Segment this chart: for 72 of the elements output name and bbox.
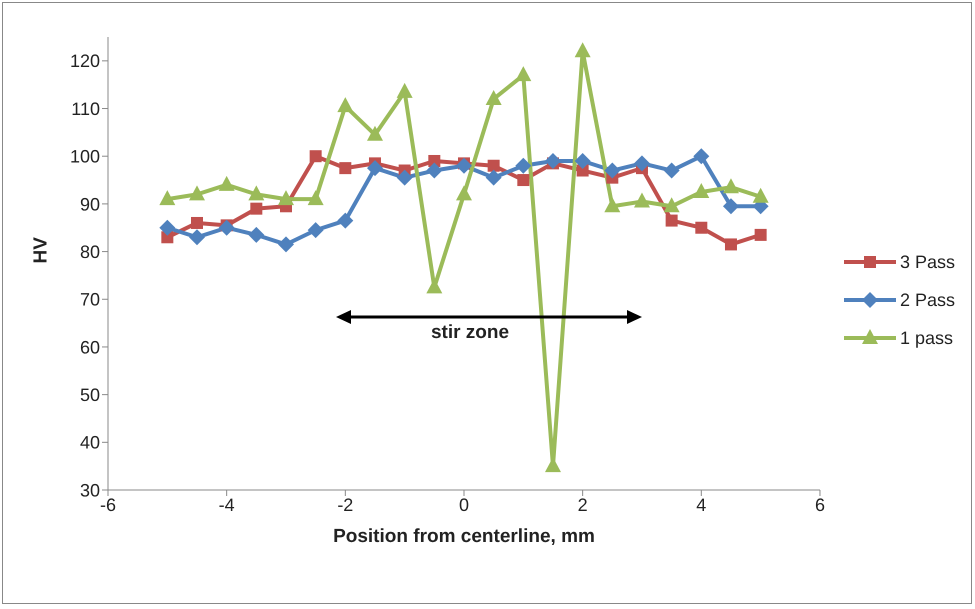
point [339,162,352,174]
point [250,202,262,215]
y-tick-label: 120 [70,51,100,72]
legend-label: 3 Pass [900,252,955,272]
point [337,97,354,112]
y-tick-label: 100 [70,146,100,167]
point [310,150,322,162]
y-tick-label: 40 [80,432,100,453]
y-axis-title: HV [30,236,52,264]
point [248,226,264,243]
legend-label: 1 pass [900,328,954,348]
point [159,190,176,206]
point [218,220,235,236]
point [693,148,710,164]
point [456,185,472,200]
point [159,220,176,236]
point [278,190,294,206]
point [366,160,383,176]
point [218,176,235,191]
point [456,158,472,174]
point [308,222,324,238]
point [666,214,678,227]
x-axis-title: Position from centerline, mm [333,526,595,547]
y-tick-label: 60 [80,337,100,358]
x-tick-label: -4 [218,494,235,515]
point [693,182,710,198]
point [664,197,680,212]
point [544,152,561,169]
point [488,160,500,172]
point [337,212,354,229]
x-tick-label: 6 [814,494,825,515]
point [308,190,324,206]
point [486,90,502,105]
point [190,216,203,229]
point [426,162,442,179]
point [248,185,264,200]
point [574,42,591,58]
annotation: stir zone [430,322,510,344]
x-tick-label: -6 [100,494,116,515]
point [188,185,205,200]
point [396,82,413,98]
x-tick-label: 2 [578,494,588,515]
legend-label: 2 Pass [900,290,955,310]
point [188,229,205,246]
point [754,228,767,241]
x-tick-label: -2 [337,494,354,515]
x-tick-label: 4 [696,494,706,515]
point [724,238,737,250]
y-tick-label: 110 [71,98,100,119]
y-tick-label: 80 [80,242,100,262]
y-tick-label: 90 [80,194,100,214]
y-tick-label: 30 [80,480,100,500]
point [278,236,294,252]
point [515,158,532,174]
point [695,222,708,234]
point [486,170,502,186]
point [664,162,680,179]
point [604,197,620,212]
point [634,192,650,208]
point [515,66,532,82]
point [366,126,383,141]
point [752,188,769,203]
point [574,152,591,169]
point [517,174,530,186]
x-tick-label: 0 [458,494,469,515]
point [722,198,739,214]
point [396,170,413,186]
point [722,178,739,194]
point [604,162,620,179]
y-tick-label: 50 [80,385,100,406]
y-tick-label: 70 [80,290,100,310]
point [634,155,650,172]
